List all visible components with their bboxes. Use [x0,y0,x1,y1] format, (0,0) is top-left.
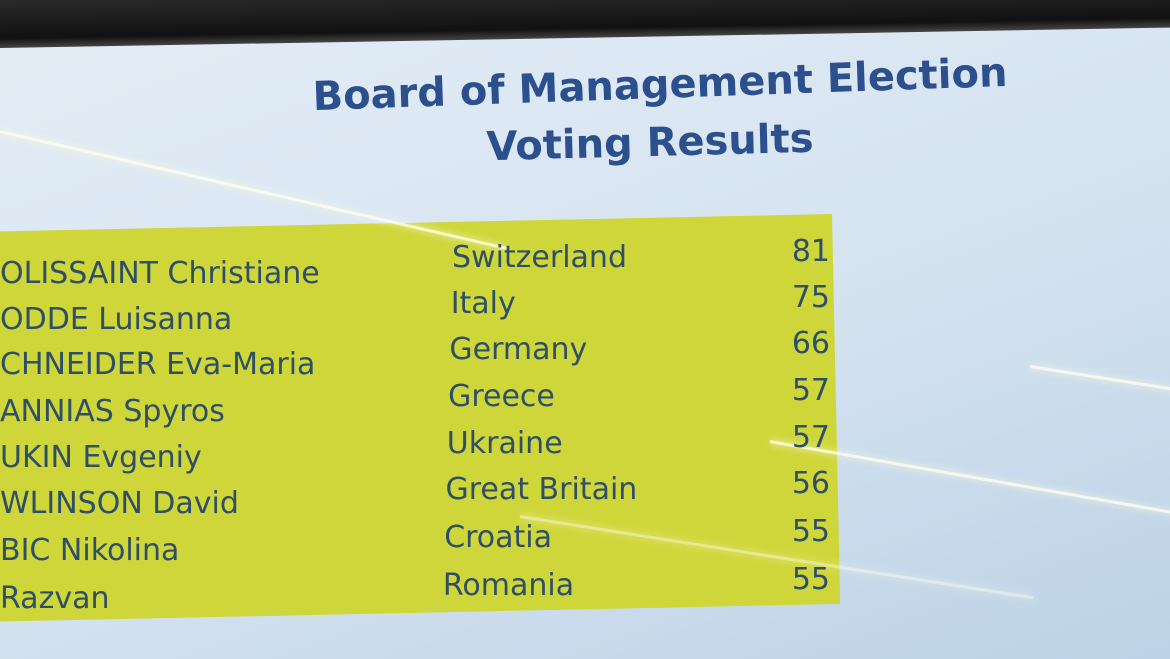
country: Great Britain [445,472,638,507]
title-line: Board of Management Election [311,49,1009,121]
candidate-name: ODDE Luisanna [0,301,233,337]
country: Germany [449,332,588,367]
candidate-name: CHNEIDER Eva-Maria [0,347,316,382]
vote-count: 55 [791,514,830,549]
vote-count: 57 [791,373,830,408]
country: Italy [450,286,516,321]
candidate-name: Razvan [0,580,110,616]
country: Switzerland [452,240,627,275]
candidate-name: OLISSAINT Christiane [0,256,320,291]
vote-count: 55 [791,562,830,597]
country: Greece [448,379,555,414]
vote-count: 57 [791,420,830,455]
candidate-name: BIC Nikolina [0,533,180,568]
vote-count: 81 [791,234,830,269]
vote-count: 56 [791,466,830,501]
vote-count: 75 [791,280,830,315]
candidate-name: ANNIAS Spyros [0,393,225,429]
candidate-name: UKIN Evgeniy [0,440,202,475]
title-line: Voting Results [485,115,815,171]
vote-count: 66 [791,326,830,361]
screen-bezel [0,0,1170,48]
country: Ukraine [446,426,563,461]
country: Croatia [444,520,553,555]
country: Romania [442,568,575,603]
candidate-name: WLINSON David [0,485,239,521]
glare [1029,365,1170,394]
